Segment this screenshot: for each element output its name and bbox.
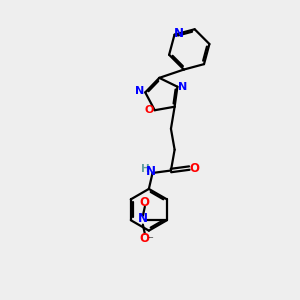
Text: N: N <box>178 82 188 92</box>
Text: ⁻: ⁻ <box>147 235 153 245</box>
Text: H: H <box>141 164 150 174</box>
Text: O: O <box>189 162 199 175</box>
Text: O: O <box>145 105 154 115</box>
Text: O: O <box>140 232 150 245</box>
Text: N: N <box>174 27 184 40</box>
Text: O: O <box>140 196 150 209</box>
Text: N: N <box>146 165 156 178</box>
Text: N: N <box>138 212 148 226</box>
Text: N: N <box>135 86 145 96</box>
